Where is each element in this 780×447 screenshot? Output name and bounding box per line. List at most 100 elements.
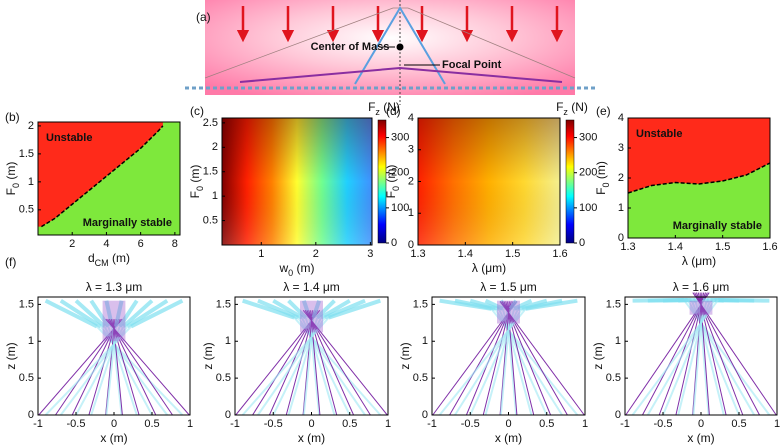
center-of-mass <box>396 43 404 51</box>
y-tick-label: 0.5 <box>606 372 621 384</box>
panel-label: (b) <box>5 110 20 124</box>
label-part: CM <box>95 258 109 268</box>
ray <box>108 318 157 416</box>
label-part: z (m) <box>4 342 18 369</box>
x-tick-label: 1 <box>385 418 391 430</box>
ray <box>105 318 190 416</box>
beam-body <box>241 316 330 416</box>
beam <box>74 299 106 328</box>
y-tick-label: 0.5 <box>216 372 231 384</box>
x-axis-label: x (m) <box>298 431 325 445</box>
unstable-region <box>38 122 163 227</box>
label-part: λ (μm) <box>472 261 506 275</box>
colorbar-tick-label: 200 <box>391 167 409 179</box>
x-tick-label: 6 <box>138 238 144 250</box>
colorbar-tick-label: 200 <box>579 167 597 179</box>
beam <box>242 298 295 320</box>
annotation: Focal Point <box>442 59 502 71</box>
x-tick-label: -1 <box>33 418 43 430</box>
ray <box>499 301 585 416</box>
ray <box>699 292 710 416</box>
x-tick-label: 8 <box>172 238 178 250</box>
label-part: (m) <box>109 251 130 265</box>
y-axis-label: z (m) <box>591 342 605 369</box>
x-tick-label: 0.5 <box>731 418 746 430</box>
heatmap-shade <box>222 118 372 245</box>
panel-label: (f) <box>5 255 16 269</box>
x-tick-label: 0 <box>308 418 314 430</box>
y-tick-label: 2 <box>618 172 624 184</box>
beam <box>328 298 381 320</box>
annotation: Center of Mass <box>311 41 390 53</box>
y-tick-label: 2 <box>28 120 34 132</box>
y-tick-label: 1.5 <box>413 298 428 310</box>
beam <box>525 298 578 311</box>
purple-ray <box>239 66 563 83</box>
blue-ray <box>354 6 446 85</box>
region-label: Marginally stable <box>673 220 762 232</box>
x-tick-label: 0 <box>698 418 704 430</box>
region-label: Unstable <box>46 132 92 144</box>
y-axis-label: z (m) <box>201 342 215 369</box>
x-tick-label: -1 <box>427 418 437 430</box>
beam <box>315 299 336 320</box>
x-tick-label: 1.6 <box>552 248 567 260</box>
y-tick-label: 1 <box>212 190 218 202</box>
sail-top <box>689 300 713 315</box>
y-tick-label: 4 <box>618 112 624 124</box>
stability-boundary <box>627 162 771 194</box>
label-part: (N) <box>568 100 588 114</box>
y-tick-label: 0.5 <box>413 372 428 384</box>
x-tick-label: 1.4 <box>458 248 473 260</box>
y-tick-label: 1.5 <box>216 298 231 310</box>
ray <box>692 292 777 416</box>
x-tick-label: 1.3 <box>620 241 635 253</box>
ray <box>310 310 321 416</box>
panel-label: (d) <box>386 104 401 118</box>
x-tick-label: 1 <box>258 248 264 260</box>
x-tick-label: -1 <box>620 418 630 430</box>
x-tick-label: 0.5 <box>144 418 159 430</box>
ray <box>308 310 338 416</box>
colorbar-tick-label: 100 <box>391 202 409 214</box>
panel-label: (a) <box>196 10 211 24</box>
panel-title: λ = 1.6 μm <box>673 280 730 294</box>
beam-body <box>631 299 719 416</box>
beam <box>118 299 139 328</box>
x-tick-label: 0.5 <box>342 418 357 430</box>
label-part: λ (μm) <box>682 254 716 268</box>
label-part: z (m) <box>398 342 412 369</box>
y-tick-label: 1 <box>408 207 414 219</box>
y-tick-label: 1.5 <box>19 148 34 160</box>
beam <box>718 297 770 303</box>
y-tick-label: 1 <box>618 202 624 214</box>
x-axis-label: λ (μm) <box>472 261 506 275</box>
colorbar-tick-label: 100 <box>579 202 597 214</box>
region-label: Marginally stable <box>83 217 172 229</box>
ray <box>501 301 568 416</box>
x-tick-label: -0.5 <box>461 418 480 430</box>
label-part: w <box>278 261 288 275</box>
label-part: 0 <box>288 268 293 278</box>
label-part: (m) <box>4 162 18 183</box>
ray <box>503 301 552 416</box>
y-tick-label: 3 <box>408 144 414 156</box>
ray <box>306 310 355 416</box>
label-part: x (m) <box>495 431 522 445</box>
label-part: F <box>188 191 202 198</box>
beam-body <box>438 308 527 416</box>
x-axis-label: dCM (m) <box>88 251 130 268</box>
ray <box>302 309 388 416</box>
y-tick-label: 2 <box>408 175 414 187</box>
y-tick-label: 0.5 <box>19 372 34 384</box>
colorbar-tick-label: 0 <box>391 237 397 249</box>
beam <box>484 298 504 311</box>
x-tick-label: 2 <box>69 238 75 250</box>
y-tick-label: 0 <box>422 409 428 421</box>
label-part: x (m) <box>298 431 325 445</box>
label-part: (m) <box>188 165 202 186</box>
x-tick-label: -0.5 <box>67 418 86 430</box>
x-axis-label: x (m) <box>495 431 522 445</box>
beam <box>320 298 351 320</box>
x-tick-label: 1.3 <box>410 248 425 260</box>
